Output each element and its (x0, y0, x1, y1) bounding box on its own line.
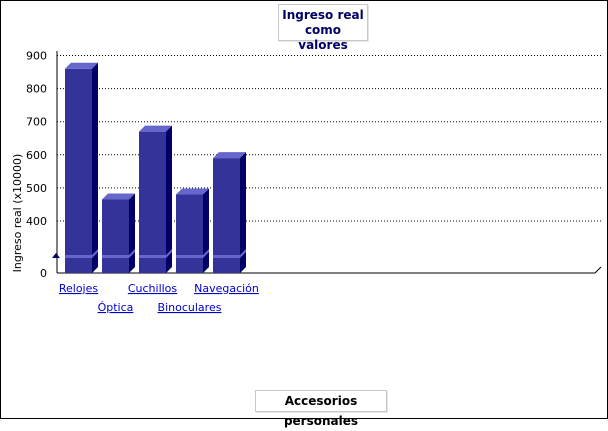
y-tick-label-400: 400 (26, 215, 47, 228)
bar-break-band (65, 255, 92, 258)
category-label-Cuchillos[interactable]: Cuchillos (128, 282, 178, 295)
bar-chart: 0 400 500 600 700 800 900 Ingreso real (x10000)… (11, 50, 602, 314)
y-tick-label-500: 500 (26, 182, 47, 195)
bar-front (102, 199, 129, 273)
bar-break-band-side (166, 249, 172, 258)
chart-title-line-2: como valores (298, 23, 348, 52)
bar-top (213, 152, 246, 159)
category-label-Óptica[interactable]: Óptica (98, 301, 134, 314)
bar-break-band-side (203, 249, 209, 258)
chart-title-line-1: Ingreso real (282, 8, 364, 22)
category-label-Navegación[interactable]: Navegación (194, 282, 259, 295)
bar-side (203, 188, 209, 273)
bar-front (176, 194, 203, 273)
y-tick-label-0: 0 (40, 267, 47, 280)
bar-break-band-side (129, 249, 135, 258)
bar-Relojes[interactable] (65, 62, 98, 274)
bar-front (65, 68, 92, 274)
bar-front (139, 131, 166, 273)
category-label-Binoculares[interactable]: Binoculares (158, 301, 222, 314)
y-tick-label-900: 900 (26, 50, 47, 63)
y-tick-label-700: 700 (26, 116, 47, 129)
bar-side (166, 125, 172, 273)
bar-Cuchillos[interactable] (139, 125, 172, 273)
y-tick-label-800: 800 (26, 83, 47, 96)
bar-Óptica[interactable] (102, 193, 135, 273)
bar-break-band (102, 255, 129, 258)
y-axis-label: Ingreso real (x10000) (11, 154, 24, 273)
bar-top (102, 193, 135, 200)
bar-top (139, 125, 172, 132)
bar-side (129, 193, 135, 273)
chart-title: Ingreso real como valores (278, 4, 368, 52)
bar-top (65, 62, 98, 69)
y-tick-label-600: 600 (26, 149, 47, 162)
bar-front (213, 158, 240, 273)
bar-side (240, 152, 246, 273)
bar-break-band (139, 255, 166, 258)
bar-top (176, 188, 209, 195)
axis-break-marker (52, 253, 60, 258)
bar-break-band-side (240, 249, 246, 258)
bar-break-band-side (92, 249, 98, 258)
bar-Navegación[interactable] (213, 152, 246, 273)
bar-break-band (213, 255, 240, 258)
bar-side (92, 62, 98, 273)
x-axis-label: Accesorios personales (255, 390, 387, 428)
bar-break-band (176, 255, 203, 258)
category-label-Relojes[interactable]: Relojes (59, 282, 99, 295)
x-axis-depth-line (594, 266, 602, 274)
bar-Binoculares[interactable] (176, 188, 209, 273)
